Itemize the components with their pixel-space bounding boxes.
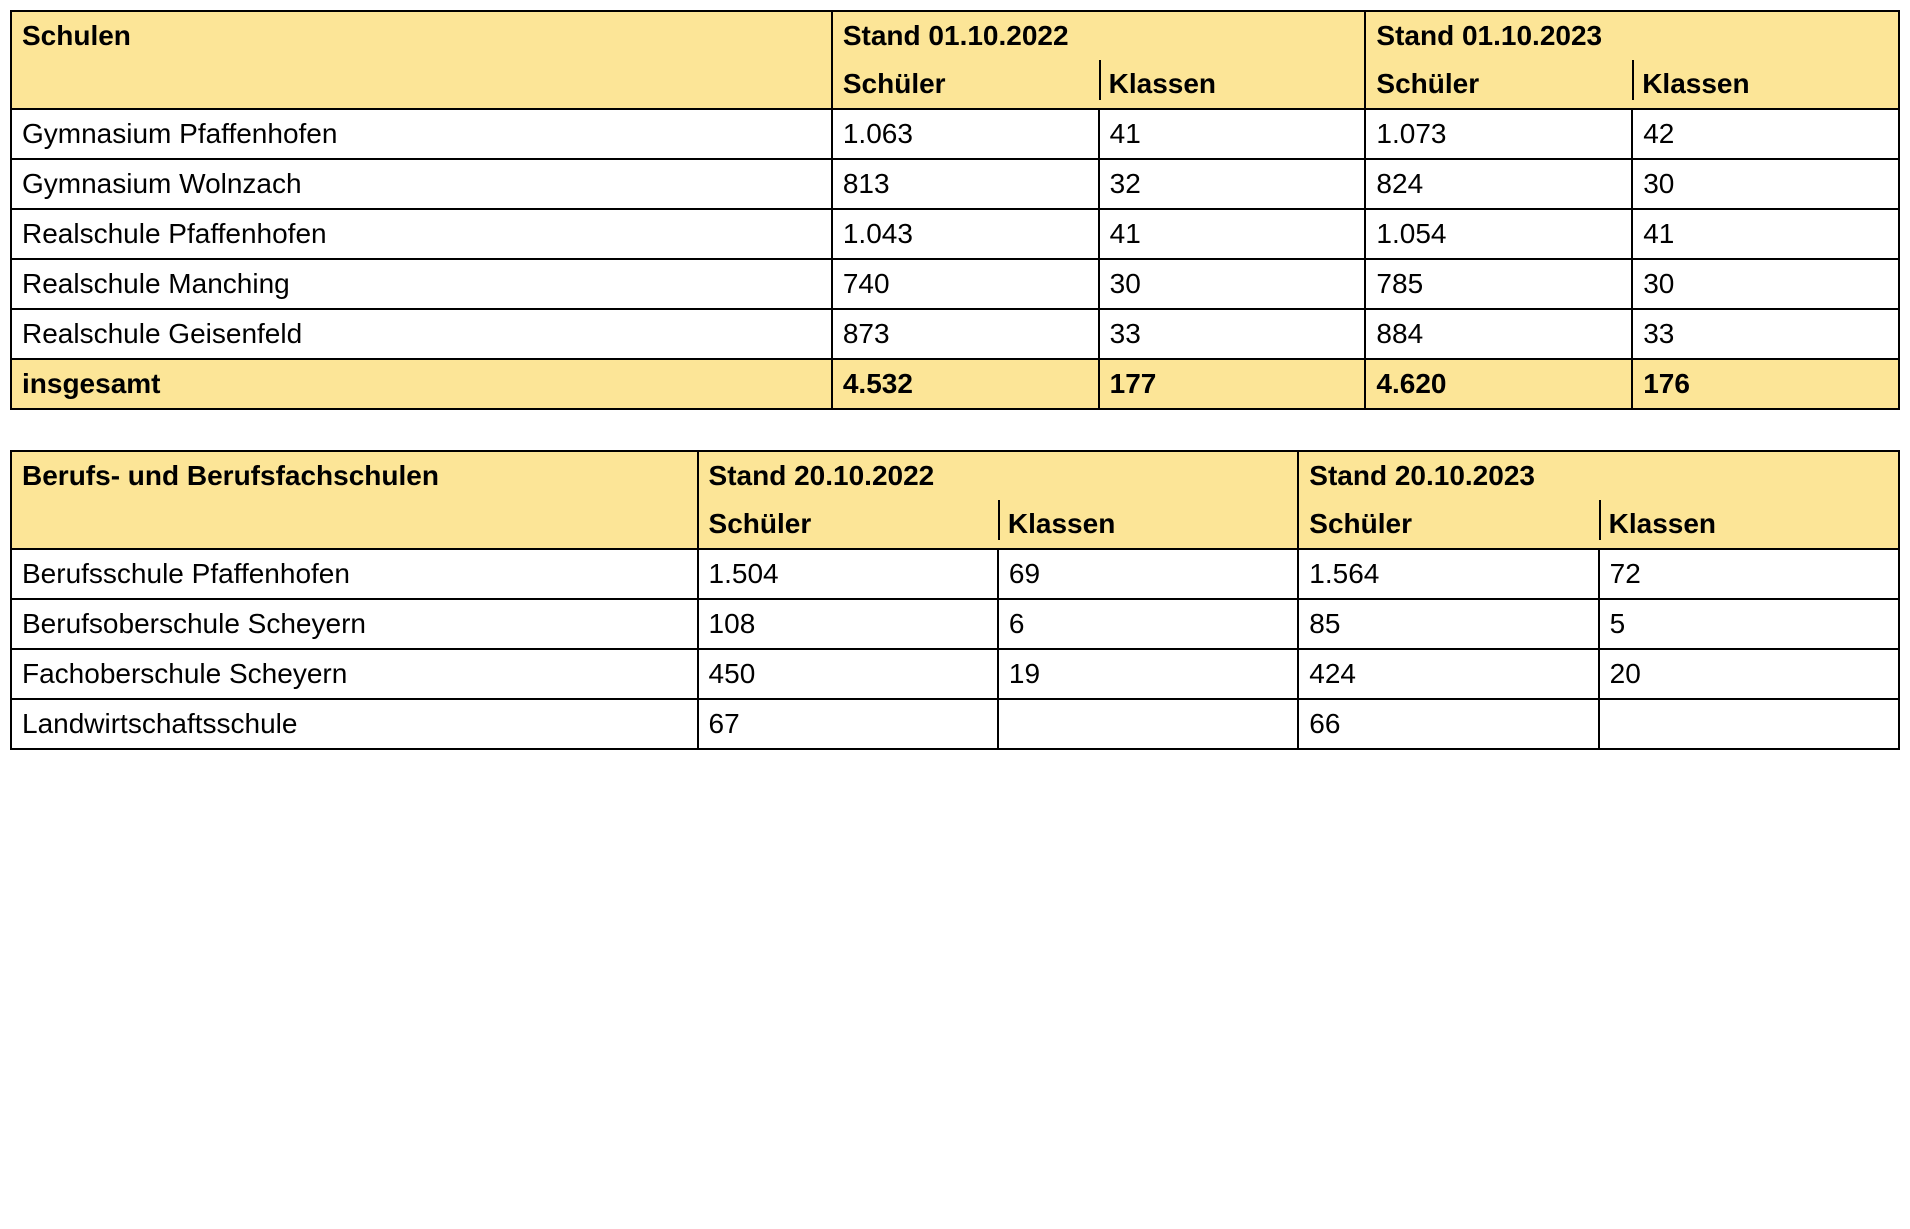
cell-value: 4.532 <box>832 359 1099 409</box>
cell-value: 873 <box>832 309 1099 359</box>
header-berufsschulen: Berufs- und Berufsfachschulen <box>11 451 698 549</box>
cell-total-label: insgesamt <box>11 359 832 409</box>
cell-school-name: Berufsoberschule Scheyern <box>11 599 698 649</box>
cell-value: 33 <box>1632 309 1899 359</box>
subheader-klassen-2023: Klassen <box>1632 60 1899 109</box>
cell-school-name: Berufsschule Pfaffenhofen <box>11 549 698 599</box>
schools-table: Schulen Stand 01.10.2022 Stand 01.10.202… <box>10 10 1900 410</box>
table-row: Realschule Pfaffenhofen 1.043 41 1.054 4… <box>11 209 1899 259</box>
header-schulen: Schulen <box>11 11 832 109</box>
cell-value: 450 <box>698 649 998 699</box>
cell-school-name: Realschule Pfaffenhofen <box>11 209 832 259</box>
cell-value: 108 <box>698 599 998 649</box>
cell-value: 1.063 <box>832 109 1099 159</box>
subheader-klassen-2023: Klassen <box>1599 500 1899 549</box>
table-row: Fachoberschule Scheyern 450 19 424 20 <box>11 649 1899 699</box>
cell-value: 42 <box>1632 109 1899 159</box>
cell-value: 5 <box>1599 599 1899 649</box>
cell-value: 1.564 <box>1298 549 1598 599</box>
table-row: Berufsschule Pfaffenhofen 1.504 69 1.564… <box>11 549 1899 599</box>
cell-value: 6 <box>998 599 1298 649</box>
cell-value: 30 <box>1099 259 1366 309</box>
cell-value: 33 <box>1099 309 1366 359</box>
cell-value: 41 <box>1099 109 1366 159</box>
cell-value: 41 <box>1099 209 1366 259</box>
cell-value: 32 <box>1099 159 1366 209</box>
cell-value: 85 <box>1298 599 1598 649</box>
header-stand-2023: Stand 20.10.2023 <box>1298 451 1899 500</box>
cell-value: 20 <box>1599 649 1899 699</box>
cell-value: 424 <box>1298 649 1598 699</box>
cell-school-name: Landwirtschaftsschule <box>11 699 698 749</box>
cell-school-name: Gymnasium Pfaffenhofen <box>11 109 832 159</box>
subheader-schueler-2023: Schüler <box>1298 500 1598 549</box>
subheader-schueler-2023: Schüler <box>1365 60 1632 109</box>
table-row: Realschule Manching 740 30 785 30 <box>11 259 1899 309</box>
cell-school-name: Realschule Geisenfeld <box>11 309 832 359</box>
header-stand-2022: Stand 20.10.2022 <box>698 451 1299 500</box>
cell-value: 41 <box>1632 209 1899 259</box>
cell-value: 1.073 <box>1365 109 1632 159</box>
cell-value: 785 <box>1365 259 1632 309</box>
cell-school-name: Fachoberschule Scheyern <box>11 649 698 699</box>
cell-value: 813 <box>832 159 1099 209</box>
table-row: Berufsoberschule Scheyern 108 6 85 5 <box>11 599 1899 649</box>
cell-value: 30 <box>1632 259 1899 309</box>
table-row: Realschule Geisenfeld 873 33 884 33 <box>11 309 1899 359</box>
header-stand-2022: Stand 01.10.2022 <box>832 11 1366 60</box>
table-row: Gymnasium Wolnzach 813 32 824 30 <box>11 159 1899 209</box>
cell-value: 72 <box>1599 549 1899 599</box>
cell-school-name: Realschule Manching <box>11 259 832 309</box>
cell-value: 69 <box>998 549 1298 599</box>
cell-value: 176 <box>1632 359 1899 409</box>
cell-value: 177 <box>1099 359 1366 409</box>
subheader-klassen-2022: Klassen <box>1099 60 1366 109</box>
subheader-schueler-2022: Schüler <box>698 500 998 549</box>
vocational-schools-table: Berufs- und Berufsfachschulen Stand 20.1… <box>10 450 1900 750</box>
table-row: Landwirtschaftsschule 67 66 <box>11 699 1899 749</box>
cell-value: 1.504 <box>698 549 998 599</box>
cell-value <box>1599 699 1899 749</box>
subheader-schueler-2022: Schüler <box>832 60 1099 109</box>
cell-value: 824 <box>1365 159 1632 209</box>
cell-value: 30 <box>1632 159 1899 209</box>
cell-school-name: Gymnasium Wolnzach <box>11 159 832 209</box>
cell-value: 19 <box>998 649 1298 699</box>
cell-value <box>998 699 1298 749</box>
cell-value: 67 <box>698 699 998 749</box>
header-stand-2023: Stand 01.10.2023 <box>1365 11 1899 60</box>
cell-value: 884 <box>1365 309 1632 359</box>
cell-value: 66 <box>1298 699 1598 749</box>
subheader-klassen-2022: Klassen <box>998 500 1298 549</box>
cell-value: 1.054 <box>1365 209 1632 259</box>
cell-value: 1.043 <box>832 209 1099 259</box>
table-row: Gymnasium Pfaffenhofen 1.063 41 1.073 42 <box>11 109 1899 159</box>
total-row: insgesamt 4.532 177 4.620 176 <box>11 359 1899 409</box>
cell-value: 4.620 <box>1365 359 1632 409</box>
cell-value: 740 <box>832 259 1099 309</box>
